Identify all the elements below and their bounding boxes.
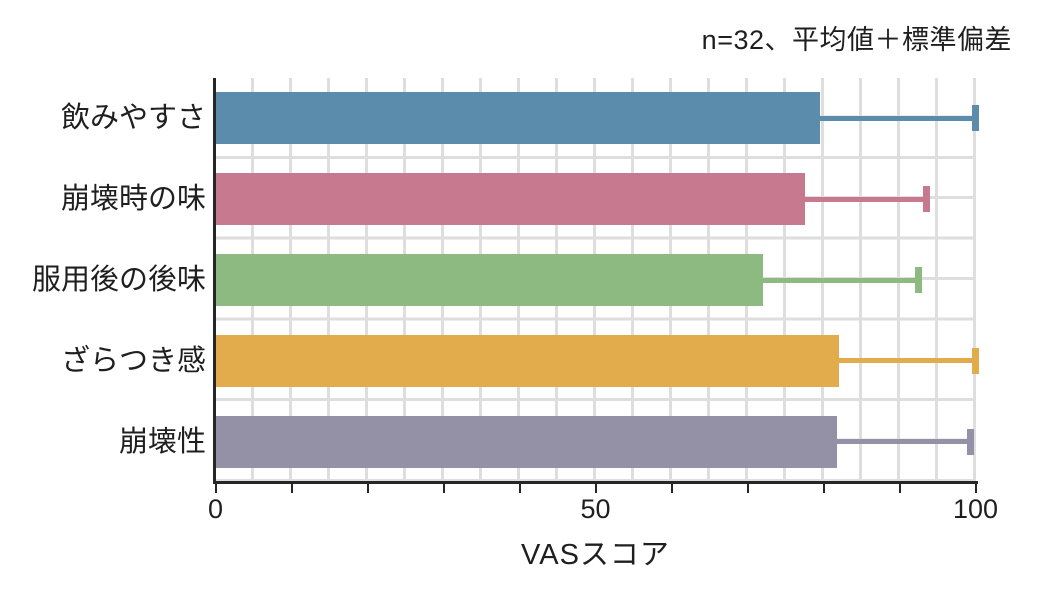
x-axis-line (213, 481, 978, 484)
x-axis-tick-50 (594, 484, 597, 493)
category-label-3: ざらつき感 (60, 344, 206, 377)
error-bar-cap-3 (972, 347, 979, 374)
x-axis-tick-label-50: 50 (580, 494, 611, 524)
category-label-4: 崩壊性 (118, 425, 206, 458)
plot-area (215, 78, 979, 482)
x-axis-tick-40 (518, 484, 521, 493)
x-axis-tick-0 (214, 484, 217, 493)
category-label-0: 飲みやすさ (60, 102, 206, 135)
x-axis-tick-30 (442, 484, 445, 493)
x-axis-tick-10 (290, 484, 293, 493)
x-axis-tick-20 (366, 484, 369, 493)
error-bar-cap-0 (972, 105, 979, 132)
bar-1 (215, 173, 805, 226)
error-bar-cap-2 (915, 267, 922, 293)
bar-2 (215, 254, 763, 306)
x-axis-tick-70 (746, 484, 749, 493)
x-axis-tick-90 (898, 484, 901, 493)
error-bar-cap-1 (922, 186, 930, 213)
x-axis-tick-label-0: 0 (207, 494, 224, 524)
error-bar-line-0 (819, 115, 976, 121)
x-axis-tick-100 (974, 484, 977, 493)
x-axis-title: VASスコア (521, 539, 670, 571)
error-bar-line-4 (837, 439, 971, 445)
error-bar-line-1 (804, 196, 927, 202)
y-axis-line (213, 78, 216, 484)
bar-0 (215, 92, 820, 145)
x-axis-tick-label-100: 100 (952, 494, 999, 524)
error-bar-cap-4 (967, 428, 975, 455)
category-label-2: 服用後の後味 (31, 264, 206, 296)
x-axis-tick-60 (670, 484, 673, 493)
bar-4 (215, 415, 838, 468)
chart-annotation: n=32、平均値＋標準偏差 (701, 25, 1012, 55)
bar-3 (215, 334, 839, 387)
error-bar-line-3 (838, 358, 976, 364)
x-axis-tick-80 (822, 484, 825, 493)
category-label-1: 崩壊時の味 (60, 183, 206, 216)
error-bar-line-2 (762, 277, 919, 283)
